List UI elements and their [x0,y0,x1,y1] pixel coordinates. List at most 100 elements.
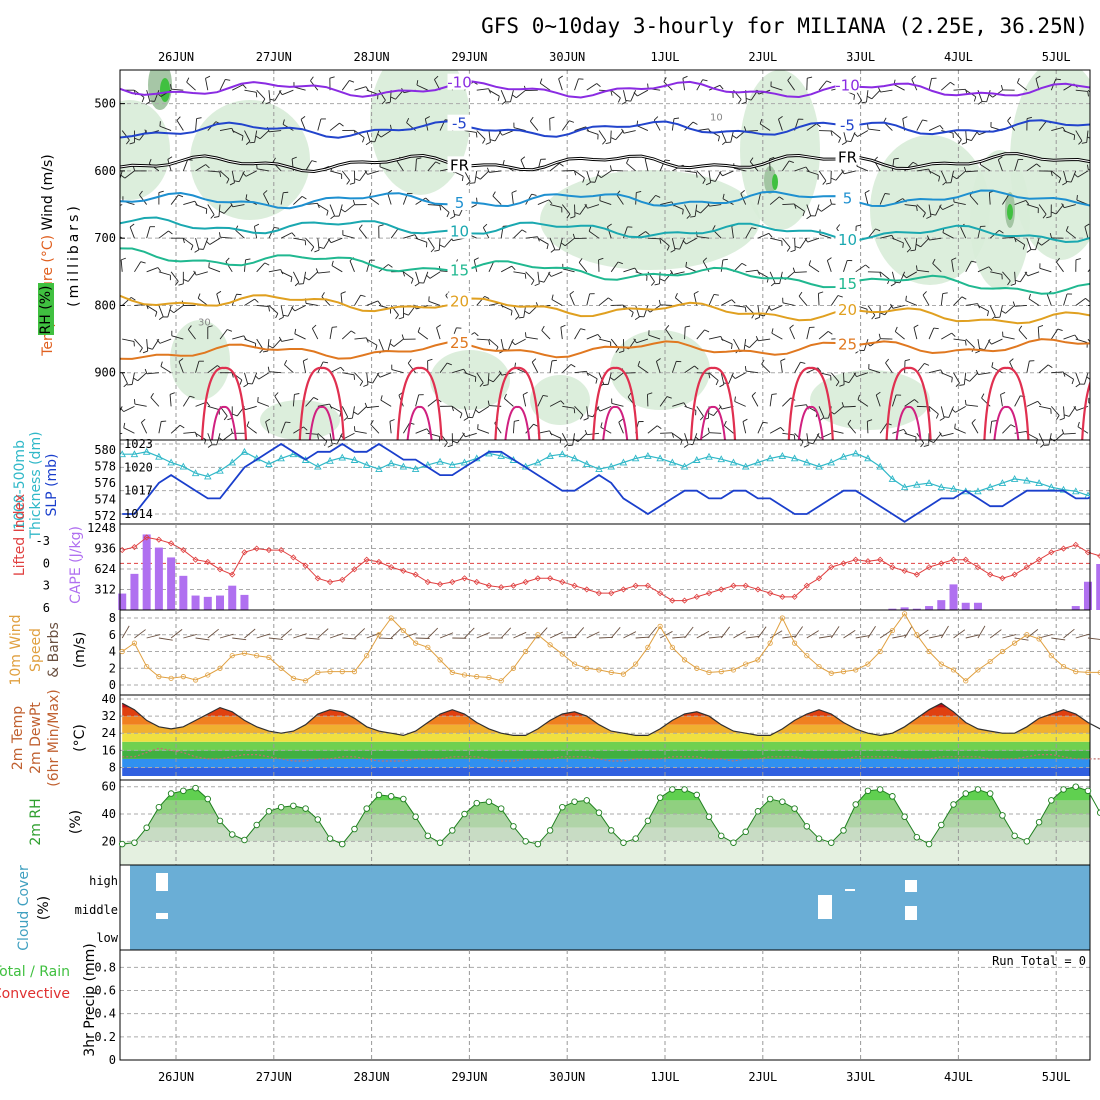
wind-barb [679,237,685,250]
wind-barb [965,404,979,407]
y-tick-left: 0 [43,556,50,570]
wind-barb-10m [586,631,600,639]
wind-barb [953,296,963,306]
wind-barb-flag [514,362,517,368]
wind-barb-flag [1071,379,1075,385]
rh-point [277,803,285,811]
wind-barb-flag [291,232,296,237]
wind-barb-flag [965,378,970,382]
wind-barb-flag [340,366,345,372]
wind-barb-flag [560,400,565,405]
wind-barb [308,271,319,281]
cape-bar [925,606,934,610]
wind-barb-flag [826,80,832,84]
wind-barb [438,238,441,251]
wind-barb-flag [229,182,235,186]
wind-barb-flag [550,248,556,253]
wind-barb [329,170,342,175]
wind-barb [415,237,428,243]
wind-barb-flag [1013,237,1017,243]
wind-barb [342,372,355,376]
wind-barb [513,271,526,275]
wind-barb-flag [817,367,822,372]
wind-barb [207,170,220,173]
wind-barb [359,170,368,181]
lifted-index-point [180,546,187,554]
wind-barb [1038,204,1047,215]
wind-barb [953,338,966,341]
rh-point [497,805,505,812]
wind-barb-flag [857,100,863,105]
wind-barb-flag [378,224,384,227]
wind-barb [560,327,563,340]
wind-barb [1005,305,1015,314]
rh-point [803,823,811,830]
wind-barb [615,130,624,141]
wind-barb [610,130,612,143]
wind-barb [244,130,251,142]
isotherm-label: 5 [455,194,465,212]
thickness-point [949,484,958,492]
rh-point [131,839,138,846]
wind-barb [379,372,392,378]
wind-barb-flag [1026,116,1033,119]
wind-barb [891,158,895,171]
wind-barb-10m [708,636,723,639]
wind-barb-flag [928,440,934,444]
wind-barb [971,422,979,434]
wind-barb-flag [708,373,711,379]
rh-ylabel-1: 2m RH [28,798,44,845]
wind-barb [787,80,795,91]
wind-barb [916,363,925,374]
thickness-point [497,451,505,459]
wind-barb [806,204,812,217]
wind-speed-point [987,658,993,665]
wind-barb [522,394,527,407]
y-tick: 8 [109,611,116,625]
wind-barb [351,406,355,419]
wind-barb [238,170,245,182]
temp-band [122,733,1090,742]
isotherm-label-bg [447,73,472,90]
isotherm-label-bg [835,275,860,292]
lifted-index-point [1072,541,1079,548]
rh-point [216,817,224,825]
wind-barb [341,170,351,181]
wind-barb [637,89,649,97]
wind-barb [906,271,918,279]
wind-barb [953,372,960,384]
wind-barb-flag [263,190,268,195]
wind-barb [671,118,675,131]
wind-barb-flag [1009,358,1014,363]
wind-barb [480,170,490,180]
wind-barb-flag [894,281,900,284]
wind-barb-flag [1037,400,1042,406]
precip-conv-label: Convective [0,986,70,1002]
wind-barb [403,234,415,239]
wind-barb [977,339,981,352]
wind-barb-10m [183,633,197,639]
wind-barb [891,271,896,284]
wind-barb-flag [1058,178,1062,184]
rh-point [375,791,383,799]
surface-heat-line [592,366,639,441]
wind-barb-flag [459,413,463,419]
wind-barb [757,305,761,318]
wind-barb-flag [560,242,566,247]
wind-barb-flag [245,140,251,145]
wind-barb-flag [479,382,484,387]
wind-barb-flag [959,384,965,386]
cloud-block [845,889,855,891]
wind-barb [317,403,330,407]
wind-barb-flag [239,379,243,385]
wind-barb [366,405,379,409]
wind-barb-flag [126,139,130,145]
rh-point [791,805,798,812]
y-tick: 8 [109,760,116,774]
wind-barb-10m [146,634,161,639]
wind-barb [598,372,605,384]
wind-barb-flag [578,258,583,263]
wind-barb-flag [427,358,433,362]
rh-band [122,827,1090,842]
x-tick-bottom: 2JUL [748,1070,777,1084]
